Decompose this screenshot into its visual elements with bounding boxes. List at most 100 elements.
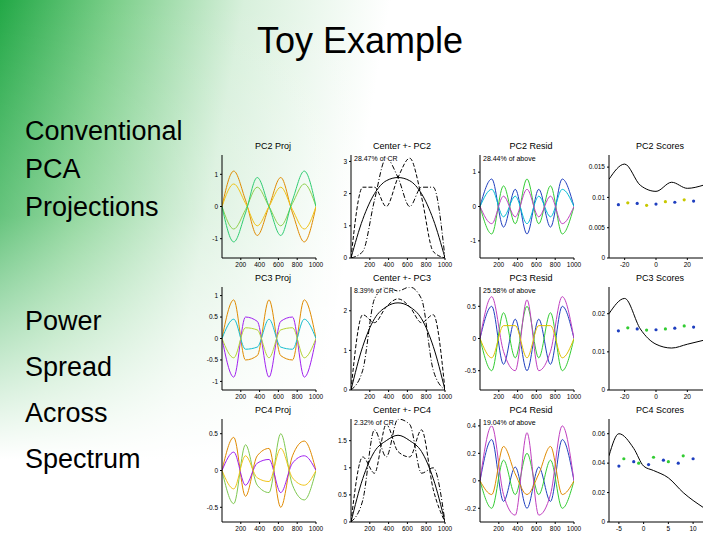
- svg-text:-5: -5: [616, 525, 622, 532]
- svg-text:200: 200: [493, 261, 504, 268]
- svg-text:400: 400: [383, 525, 394, 532]
- svg-text:0: 0: [214, 203, 218, 210]
- svg-text:0.01: 0.01: [592, 194, 605, 201]
- svg-text:1000: 1000: [567, 393, 582, 400]
- svg-text:0.2: 0.2: [467, 450, 476, 457]
- svg-text:1000: 1000: [309, 525, 324, 532]
- svg-text:-0.5: -0.5: [465, 367, 477, 374]
- svg-text:600: 600: [273, 393, 284, 400]
- svg-text:0: 0: [343, 254, 347, 261]
- svg-text:1.5: 1.5: [338, 437, 347, 444]
- svg-text:1: 1: [214, 292, 218, 299]
- svg-text:1: 1: [214, 171, 218, 178]
- svg-text:0.02: 0.02: [592, 310, 605, 317]
- svg-text:200: 200: [364, 525, 375, 532]
- svg-text:800: 800: [292, 261, 303, 268]
- svg-text:1000: 1000: [309, 261, 324, 268]
- svg-text:0: 0: [343, 518, 347, 525]
- svg-text:800: 800: [421, 393, 432, 400]
- svg-text:-1: -1: [212, 235, 218, 242]
- svg-text:200: 200: [493, 525, 504, 532]
- svg-text:800: 800: [550, 393, 561, 400]
- svg-text:0: 0: [642, 525, 646, 532]
- svg-text:20: 20: [684, 393, 692, 400]
- svg-text:0: 0: [601, 386, 605, 393]
- svg-text:200: 200: [364, 261, 375, 268]
- svg-text:400: 400: [254, 393, 265, 400]
- svg-text:0: 0: [214, 335, 218, 342]
- svg-text:0.01: 0.01: [592, 348, 605, 355]
- svg-text:-1: -1: [470, 237, 476, 244]
- svg-text:20: 20: [684, 261, 692, 268]
- svg-text:800: 800: [292, 393, 303, 400]
- svg-text:200: 200: [235, 393, 246, 400]
- svg-text:800: 800: [421, 525, 432, 532]
- svg-text:600: 600: [402, 525, 413, 532]
- svg-text:-20: -20: [620, 393, 630, 400]
- svg-text:0: 0: [472, 203, 476, 210]
- svg-text:200: 200: [364, 393, 375, 400]
- svg-text:0: 0: [654, 393, 658, 400]
- svg-text:400: 400: [383, 393, 394, 400]
- svg-text:0: 0: [472, 477, 476, 484]
- svg-text:0.02: 0.02: [592, 489, 605, 496]
- svg-text:2: 2: [343, 190, 347, 197]
- svg-text:-0.2: -0.2: [465, 505, 477, 512]
- svg-text:1000: 1000: [309, 393, 324, 400]
- svg-text:0.005: 0.005: [589, 224, 606, 231]
- svg-text:0: 0: [601, 254, 605, 261]
- svg-text:0.4: 0.4: [467, 422, 476, 429]
- svg-text:5: 5: [667, 525, 671, 532]
- svg-text:0.04: 0.04: [592, 459, 605, 466]
- svg-text:600: 600: [402, 393, 413, 400]
- svg-text:0.5: 0.5: [338, 491, 347, 498]
- svg-text:0: 0: [654, 261, 658, 268]
- svg-text:0: 0: [343, 386, 347, 393]
- svg-text:1: 1: [343, 347, 347, 354]
- svg-text:200: 200: [235, 525, 246, 532]
- svg-text:0.5: 0.5: [467, 303, 476, 310]
- html-text:Toy Example: Toy Example: [257, 20, 463, 61]
- svg-text:600: 600: [531, 261, 542, 268]
- svg-text:1000: 1000: [438, 261, 453, 268]
- svg-text:400: 400: [254, 261, 265, 268]
- svg-text:1: 1: [343, 464, 347, 471]
- svg-text:1: 1: [472, 168, 476, 175]
- svg-text:0.5: 0.5: [209, 430, 218, 437]
- svg-text:600: 600: [273, 525, 284, 532]
- svg-text:0.015: 0.015: [589, 163, 606, 170]
- svg-text:3: 3: [343, 158, 347, 165]
- svg-text:400: 400: [254, 525, 265, 532]
- svg-text:600: 600: [531, 393, 542, 400]
- svg-text:600: 600: [531, 525, 542, 532]
- svg-text:0: 0: [214, 467, 218, 474]
- svg-text:-0.5: -0.5: [207, 504, 219, 511]
- svg-text:800: 800: [292, 525, 303, 532]
- svg-text:1000: 1000: [567, 525, 582, 532]
- svg-text:0: 0: [472, 335, 476, 342]
- svg-text:800: 800: [550, 261, 561, 268]
- svg-text:0.06: 0.06: [592, 430, 605, 437]
- svg-text:-1: -1: [212, 378, 218, 385]
- svg-text:200: 200: [235, 261, 246, 268]
- svg-text:1000: 1000: [567, 261, 582, 268]
- svg-text:800: 800: [421, 261, 432, 268]
- svg-text:200: 200: [493, 393, 504, 400]
- svg-text:-20: -20: [620, 261, 630, 268]
- svg-text:1000: 1000: [438, 525, 453, 532]
- html-text:Conventional: Conventional: [25, 116, 183, 146]
- svg-text:600: 600: [402, 261, 413, 268]
- svg-text:800: 800: [550, 525, 561, 532]
- svg-text:400: 400: [512, 525, 523, 532]
- svg-text:400: 400: [512, 261, 523, 268]
- svg-text:1: 1: [343, 222, 347, 229]
- svg-text:2: 2: [343, 307, 347, 314]
- svg-text:0: 0: [601, 518, 605, 525]
- svg-text:-0.5: -0.5: [207, 356, 219, 363]
- svg-text:1000: 1000: [438, 393, 453, 400]
- svg-text:400: 400: [512, 393, 523, 400]
- svg-text:10: 10: [689, 525, 697, 532]
- svg-text:600: 600: [273, 261, 284, 268]
- svg-text:400: 400: [383, 261, 394, 268]
- svg-text:0.5: 0.5: [209, 313, 218, 320]
